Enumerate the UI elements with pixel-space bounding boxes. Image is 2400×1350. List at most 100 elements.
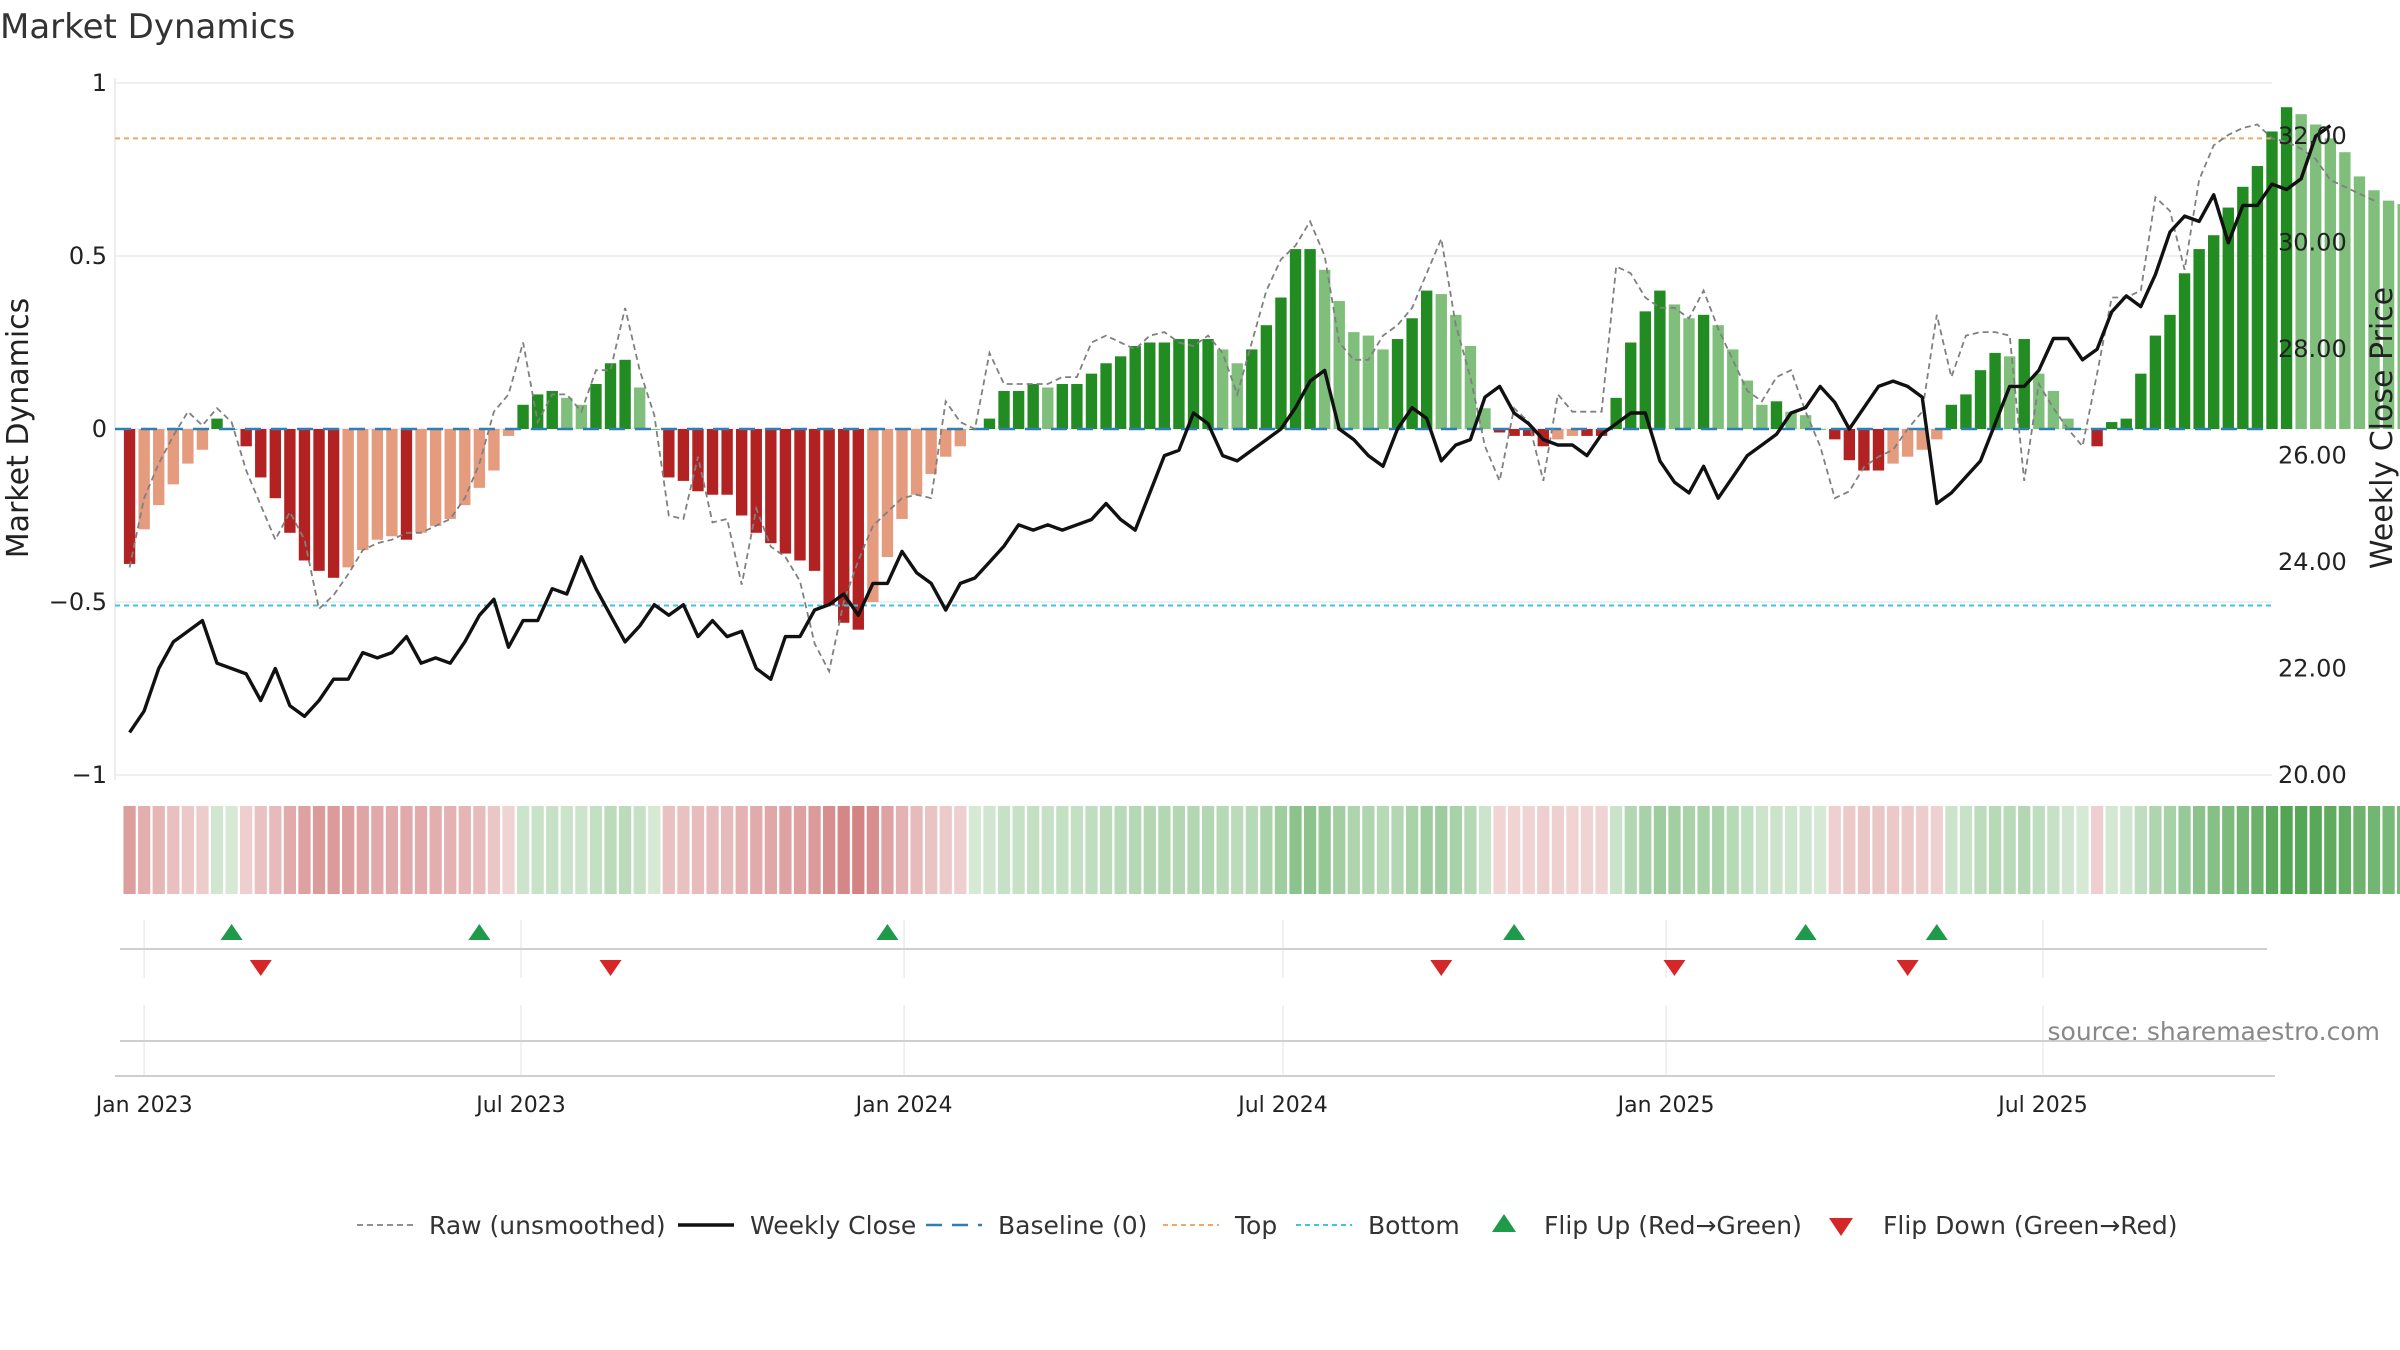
dynamics-bar [1916, 429, 1928, 450]
regime-cell [1187, 806, 1200, 894]
regime-cell [1464, 806, 1477, 894]
regime-cell [123, 806, 136, 894]
dynamics-bar [1901, 429, 1914, 457]
legend-label: Flip Up (Red→Green) [1544, 1211, 1802, 1240]
dynamics-bar [706, 429, 719, 495]
dynamics-bar [1071, 384, 1083, 429]
regime-cell [895, 806, 909, 894]
regime-cell [1405, 806, 1419, 894]
regime-cell [968, 806, 982, 894]
dynamics-bar [1960, 394, 1972, 429]
regime-cell [1333, 806, 1346, 894]
flip-markers-panel [120, 920, 2267, 978]
regime-cell [1974, 806, 1987, 894]
dynamics-bar [2280, 107, 2293, 429]
y2-tick-label: 22.00 [2278, 655, 2347, 683]
regime-cell [1668, 806, 1681, 894]
dynamics-bar [648, 429, 660, 430]
dynamics-bar [2295, 114, 2307, 429]
regime-cell [2018, 806, 2031, 894]
regime-cell [342, 806, 355, 894]
dynamics-bar [1887, 429, 1899, 464]
dynamics-bar [1610, 397, 1622, 429]
dynamics-bar [327, 429, 340, 578]
dynamics-bar [182, 429, 194, 464]
dynamics-bar [313, 429, 325, 571]
y2-tick-label: 30.00 [2278, 229, 2347, 257]
dynamics-bar [138, 429, 150, 530]
dynamics-bar [2047, 390, 2060, 429]
dynamics-bar [2339, 152, 2351, 429]
y-axis-ticks: 1 0.5 0 −0.5 −1 [49, 69, 107, 789]
regime-cell [1537, 806, 1550, 894]
dynamics-bar [2091, 429, 2103, 447]
regime-cell [1639, 806, 1652, 894]
regime-cell [939, 806, 952, 894]
dynamics-bar [1493, 429, 1506, 433]
regime-cell [910, 806, 923, 894]
regime-cell [2265, 806, 2279, 894]
regime-cell [2309, 806, 2322, 894]
regime-cell [1712, 806, 1725, 894]
x-axis-ticks: Jan 2023 Jul 2023 Jan 2024 Jul 2024 Jan 2025… [94, 1093, 2088, 1118]
y-tick-label: 1 [92, 69, 107, 97]
regime-cell [2047, 806, 2060, 894]
regime-cell [414, 806, 428, 894]
dynamics-bar [371, 429, 384, 540]
regime-cell [735, 806, 748, 894]
regime-cell [1610, 806, 1623, 894]
dynamics-bar [1435, 294, 1447, 429]
regime-cell [356, 806, 369, 894]
regime-cell [925, 806, 938, 894]
dynamics-bar [779, 429, 792, 554]
regime-cell [502, 806, 515, 894]
regime-cell [1682, 806, 1696, 894]
regime-cell [808, 806, 821, 894]
dynamics-bar [2120, 418, 2132, 429]
dynamics-bar [2105, 422, 2118, 429]
dynamics-bar [2208, 235, 2220, 429]
regime-cell [2280, 806, 2293, 894]
dynamics-bar [2033, 373, 2045, 429]
regime-cell [2032, 806, 2045, 894]
x-tick-label: Jan 2023 [94, 1093, 193, 1118]
regime-cell [2338, 806, 2351, 894]
regime-cell [1274, 806, 1288, 894]
dynamics-bar [2324, 138, 2336, 430]
regime-cell [2382, 806, 2395, 894]
dynamics-bar [1697, 314, 1710, 429]
dynamics-bar [1989, 352, 2001, 429]
dynamics-bar [1770, 401, 1783, 429]
regime-cell [983, 806, 996, 894]
regime-cell [1056, 806, 1069, 894]
dynamics-bar [429, 429, 442, 526]
dynamics-bar [1027, 384, 1039, 429]
y2-axis-label: Weekly Close Price [2365, 287, 2400, 569]
flip-up-marker [1925, 924, 1948, 940]
dynamics-bar [604, 363, 617, 429]
regime-cell [618, 806, 632, 894]
regime-cell [1201, 806, 1215, 894]
flip-down-marker [249, 960, 272, 976]
regime-cell [1770, 806, 1783, 894]
dynamics-bar [721, 429, 733, 495]
dynamics-bar [1639, 311, 1651, 429]
dynamics-bar [998, 390, 1010, 429]
regime-cell [997, 806, 1011, 894]
regime-heat-strip [123, 806, 2400, 894]
regime-cell [546, 806, 559, 894]
regime-cell [1085, 806, 1098, 894]
dynamics-bar [1362, 335, 1375, 429]
dynamics-bar [1464, 345, 1477, 429]
dynamics-bar [677, 429, 690, 481]
raw-unsmoothed-line [128, 123, 2375, 674]
regime-cell [881, 806, 894, 894]
dynamics-bar [867, 429, 879, 602]
dynamics-bar [1625, 342, 1637, 429]
regime-cell [327, 806, 340, 894]
regime-cell [1172, 806, 1186, 894]
dynamics-bar [1406, 318, 1418, 429]
dynamics-bar [1377, 349, 1389, 429]
dynamics-bar [284, 429, 296, 533]
dynamics-bar [896, 429, 908, 519]
